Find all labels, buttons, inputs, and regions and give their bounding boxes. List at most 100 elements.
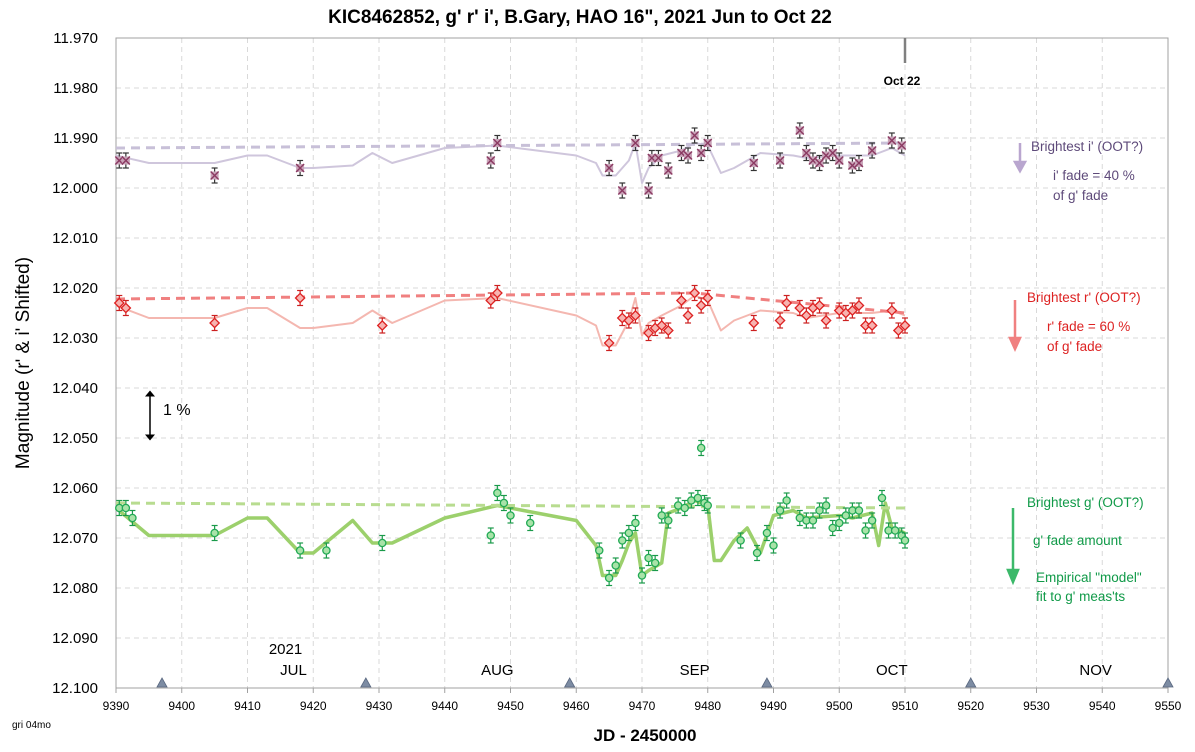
r-fade-label-1: r' fade = 60 % bbox=[1047, 319, 1130, 334]
data-point-r bbox=[886, 302, 898, 319]
month-labels: JUL AUG SEP OCT NOV bbox=[280, 662, 1112, 679]
marker-circle bbox=[696, 443, 706, 453]
month-marker-triangle bbox=[761, 677, 773, 688]
data-point-r bbox=[376, 317, 388, 334]
x-tick-label: 9490 bbox=[760, 699, 787, 713]
marker-x bbox=[795, 126, 805, 135]
data-point-g bbox=[680, 499, 689, 517]
marker-diamond bbox=[120, 302, 132, 314]
data-point-r bbox=[689, 284, 701, 302]
marker-x bbox=[121, 156, 131, 165]
marker-circle bbox=[877, 493, 887, 503]
data-point-g bbox=[295, 542, 305, 559]
marker-circle bbox=[611, 561, 620, 570]
marker-circle bbox=[775, 506, 785, 515]
oct22-label: Oct 22 bbox=[884, 74, 921, 88]
data-points bbox=[113, 122, 911, 587]
marker-diamond bbox=[820, 314, 832, 327]
plot-area-frame bbox=[115, 37, 1169, 689]
data-point-g bbox=[631, 514, 640, 532]
y-tick-label: 12.090 bbox=[52, 630, 98, 647]
data-point-g bbox=[378, 534, 387, 552]
data-point-i bbox=[887, 132, 897, 149]
marker-circle bbox=[664, 516, 673, 525]
data-point-r bbox=[113, 294, 125, 312]
data-point-r bbox=[643, 324, 655, 342]
y-tick-label: 12.050 bbox=[52, 430, 98, 447]
month-label: NOV bbox=[1079, 662, 1112, 679]
data-point-g bbox=[867, 512, 877, 529]
data-point-i bbox=[847, 157, 857, 174]
month-markers bbox=[156, 677, 1174, 688]
data-point-i bbox=[492, 134, 502, 152]
data-point-g bbox=[861, 522, 870, 539]
data-point-i bbox=[295, 159, 305, 177]
data-point-r bbox=[781, 294, 793, 312]
marker-diamond bbox=[814, 299, 826, 312]
data-point-g bbox=[486, 527, 496, 544]
data-point-g bbox=[841, 507, 851, 524]
x-tick-label: 9460 bbox=[563, 699, 590, 713]
marker-diamond bbox=[695, 299, 707, 312]
marker-circle bbox=[835, 518, 844, 528]
marker-x bbox=[854, 158, 864, 168]
y-tick-label: 12.000 bbox=[52, 180, 98, 197]
data-point-g bbox=[506, 507, 515, 524]
r-fade-arrow bbox=[1008, 300, 1022, 353]
marker-x bbox=[653, 153, 663, 163]
y-tick-label: 12.030 bbox=[52, 330, 98, 347]
data-point-r bbox=[656, 317, 668, 334]
annotation-g: Brightest g' (OOT?) g' fade amount Empir… bbox=[1006, 495, 1144, 604]
marker-circle bbox=[693, 493, 703, 503]
marker-diamond bbox=[656, 319, 668, 332]
marker-x bbox=[815, 158, 825, 168]
data-point-r bbox=[748, 314, 760, 332]
marker-circle bbox=[841, 511, 851, 520]
marker-circle bbox=[828, 523, 837, 533]
dashed-line-g bbox=[115, 501, 906, 510]
data-point-i bbox=[604, 159, 614, 177]
data-point-r bbox=[603, 334, 615, 352]
marker-diamond bbox=[662, 324, 674, 337]
data-point-r bbox=[853, 297, 865, 314]
data-point-i bbox=[486, 152, 496, 169]
x-tick-label: 9430 bbox=[366, 699, 393, 713]
x-tick-label: 9410 bbox=[234, 699, 261, 713]
data-point-g bbox=[611, 557, 620, 574]
y-tick-label: 11.980 bbox=[53, 80, 98, 97]
marker-circle bbox=[121, 503, 131, 513]
dashed-line-i bbox=[115, 141, 906, 150]
data-point-r bbox=[209, 314, 221, 332]
data-point-i bbox=[795, 122, 805, 139]
marker-diamond bbox=[748, 317, 760, 329]
i-fade-arrow bbox=[1012, 143, 1028, 174]
marker-circle bbox=[815, 506, 824, 515]
gridlines bbox=[115, 38, 1169, 693]
marker-diamond bbox=[800, 309, 812, 322]
data-point-g bbox=[762, 524, 772, 542]
marker-diamond bbox=[689, 287, 701, 299]
data-point-g bbox=[595, 542, 604, 559]
marker-diamond bbox=[702, 292, 714, 304]
marker-circle bbox=[644, 553, 653, 563]
data-point-g bbox=[664, 512, 673, 529]
marker-x bbox=[617, 186, 627, 195]
marker-diamond bbox=[485, 294, 497, 307]
marker-diamond bbox=[682, 309, 694, 322]
data-point-i bbox=[815, 154, 825, 172]
data-point-i bbox=[630, 134, 640, 152]
data-point-i bbox=[867, 142, 877, 159]
data-point-i bbox=[210, 167, 220, 184]
data-point-g bbox=[696, 439, 706, 457]
i-fade-label-2: of g' fade bbox=[1053, 188, 1108, 203]
g-fade-arrow bbox=[1006, 508, 1020, 586]
marker-x bbox=[630, 138, 640, 148]
marker-diamond bbox=[603, 337, 615, 349]
g-fade-label: g' fade amount bbox=[1033, 533, 1122, 548]
data-point-g bbox=[644, 549, 653, 567]
data-point-r bbox=[616, 309, 628, 327]
marker-circle bbox=[618, 536, 627, 545]
data-point-g bbox=[775, 502, 785, 519]
x-tick-label: 9420 bbox=[300, 699, 327, 713]
data-point-g bbox=[673, 497, 683, 514]
